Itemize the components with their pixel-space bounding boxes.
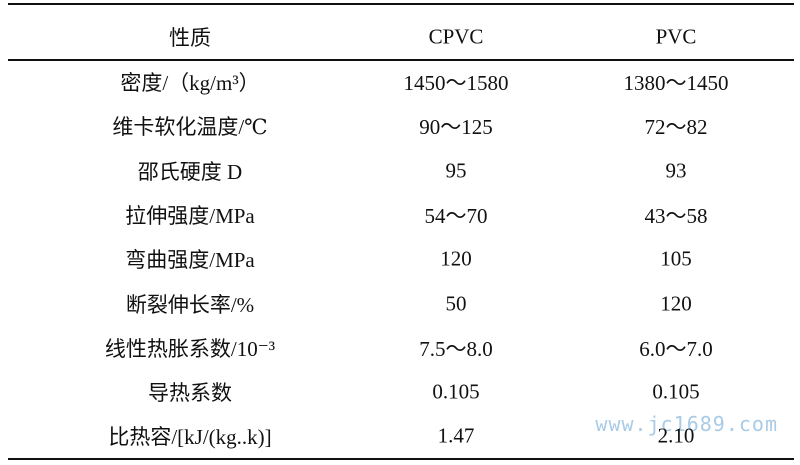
- value-cell: 1380～1450: [623, 71, 729, 95]
- property-cell: 弯曲强度/MPa: [125, 248, 255, 273]
- property-cell: 邵氏硬度 D: [137, 159, 243, 184]
- value-cell: 93: [665, 158, 687, 183]
- value-cell: 120: [440, 246, 472, 271]
- value-cell: 120: [660, 291, 692, 315]
- value-cell: 90～125: [419, 115, 493, 140]
- value-cell: 95: [445, 158, 467, 183]
- header-cell: PVC: [655, 24, 697, 49]
- value-cell: 1.47: [437, 423, 475, 448]
- value-cell: 1450～1580: [403, 71, 509, 95]
- property-cell: 维卡软化温度/℃: [112, 115, 268, 140]
- header-cell: 性质: [169, 26, 211, 50]
- value-cell: 0.105: [432, 379, 480, 404]
- value-cell: 6.0～7.0: [639, 336, 713, 361]
- property-cell: 拉伸强度/MPa: [125, 203, 255, 228]
- value-cell: 72～82: [644, 115, 708, 140]
- value-cell: 43～58: [644, 203, 708, 228]
- property-cell: 线性热胀系数/10⁻³: [104, 336, 276, 361]
- bottom-rule: [8, 458, 794, 460]
- header-cell: CPVC: [428, 24, 484, 49]
- top-rule: [8, 3, 794, 5]
- header-rule: [8, 59, 794, 61]
- value-cell: 0.105: [652, 379, 700, 404]
- watermark: www.jc1689.com: [595, 412, 778, 436]
- property-cell: 导热系数: [148, 381, 232, 406]
- property-cell: 密度/（kg/m³）: [120, 71, 260, 95]
- value-cell: 2.10: [657, 423, 695, 448]
- value-cell: 105: [660, 246, 692, 271]
- value-cell: 54～70: [424, 203, 488, 228]
- property-cell: 断裂伸长率/%: [125, 292, 255, 317]
- property-cell: 比热容/[kJ/(kg..k)]: [108, 425, 272, 450]
- value-cell: 50: [445, 291, 467, 315]
- value-cell: 7.5～8.0: [419, 336, 493, 361]
